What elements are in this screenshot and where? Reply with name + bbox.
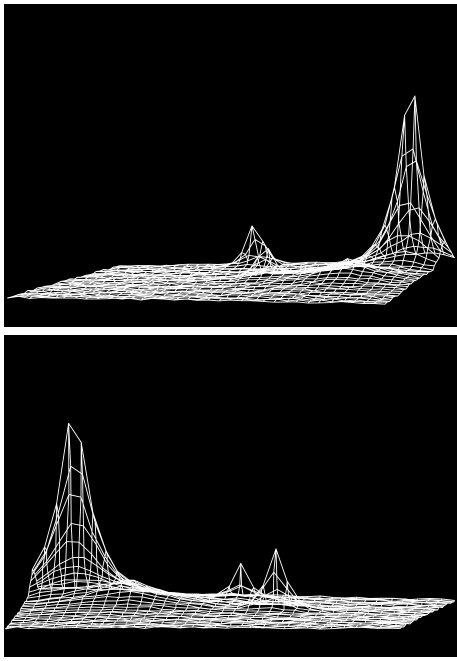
figure bbox=[0, 0, 457, 661]
page: (() => { const data = JSON.parse(documen… bbox=[0, 0, 457, 661]
